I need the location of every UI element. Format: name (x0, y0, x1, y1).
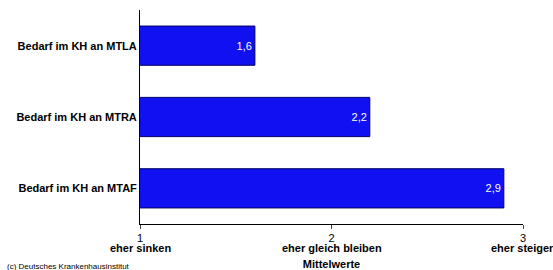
svg-text:2,2: 2,2 (352, 111, 367, 123)
svg-text:eher sinken: eher sinken (110, 242, 171, 254)
svg-text:Bedarf im KH an MTAF: Bedarf im KH an MTAF (18, 182, 137, 194)
svg-text:2,9: 2,9 (486, 182, 501, 194)
svg-text:1: 1 (137, 232, 143, 244)
svg-text:Mittelwerte: Mittelwerte (303, 258, 360, 270)
svg-text:(c) Deutsches Krankenhausinsti: (c) Deutsches Krankenhausinstitut (7, 262, 130, 270)
svg-text:3: 3 (520, 232, 526, 244)
svg-text:2: 2 (328, 232, 334, 244)
svg-text:Bedarf im KH an MTRA: Bedarf im KH an MTRA (16, 111, 136, 123)
svg-text:eher steigen: eher steigen (491, 242, 553, 254)
svg-text:eher gleich bleiben: eher gleich bleiben (282, 242, 382, 254)
svg-text:Bedarf im KH an MTLA: Bedarf im KH an MTLA (18, 40, 137, 52)
svg-text:1,6: 1,6 (237, 40, 252, 52)
